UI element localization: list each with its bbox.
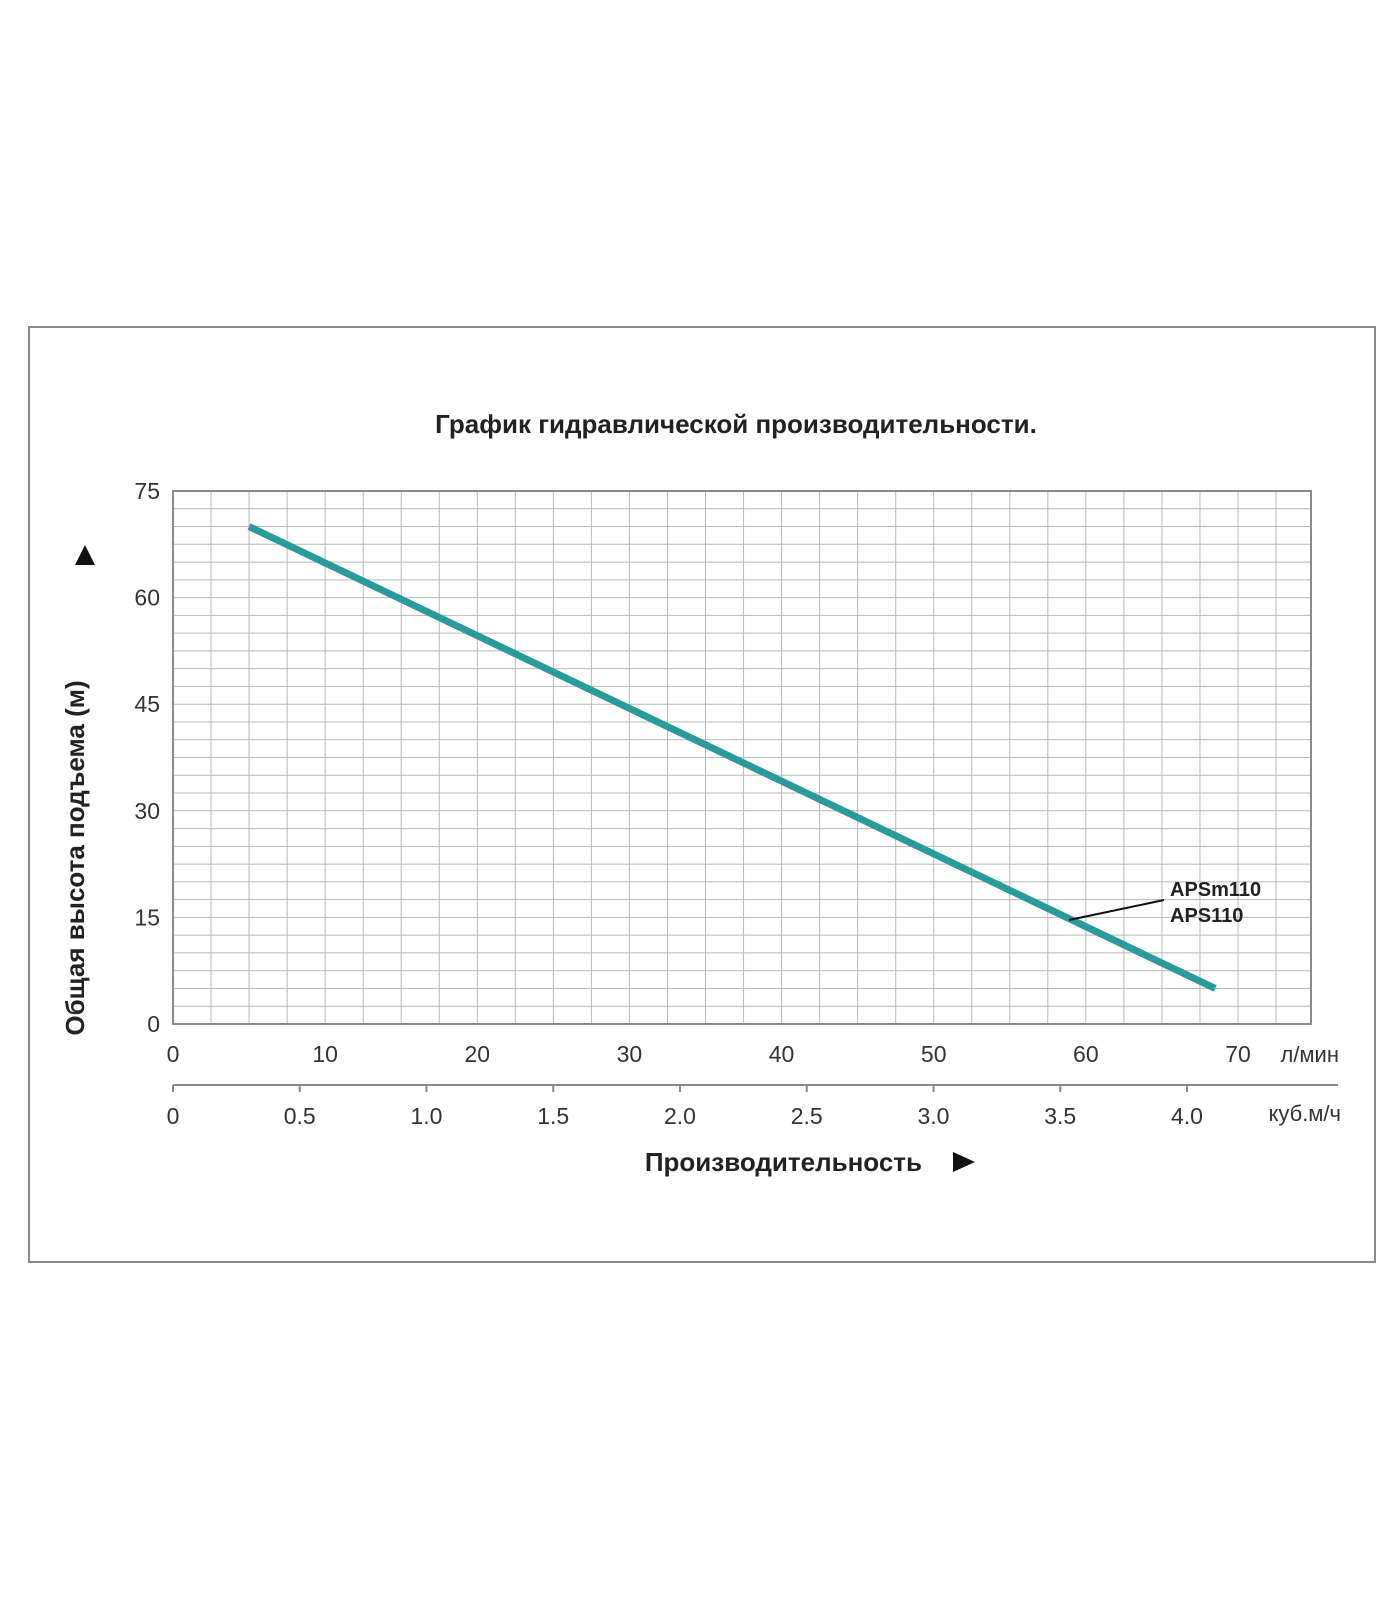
y-tick-label: 30 (134, 798, 160, 824)
x-unit-secondary: куб.м/ч (1268, 1101, 1341, 1126)
x-axis-arrow-icon (953, 1152, 975, 1172)
chart-frame (28, 326, 1376, 1263)
plot-grid (173, 491, 1311, 1024)
x-tick-label-lmin: 70 (1225, 1041, 1251, 1067)
x-tick-label-m3h: 1.0 (411, 1103, 443, 1129)
x-tick-label-m3h: 3.0 (918, 1103, 950, 1129)
x-axis-label: Производительность (645, 1147, 922, 1177)
chart-title: График гидравлической производительности… (435, 409, 1037, 439)
y-axis-ticks: 0 15 30 45 60 75 (134, 478, 160, 1037)
x-tick-label-m3h: 1.5 (537, 1103, 569, 1129)
x-tick-label-m3h: 0.5 (284, 1103, 316, 1129)
y-tick-label: 45 (134, 691, 160, 717)
plot-area (172, 490, 1312, 1025)
x-tick-label-lmin: 50 (921, 1041, 947, 1067)
y-tick-label: 0 (147, 1011, 160, 1037)
x-unit-primary: л/мин (1280, 1042, 1339, 1067)
x-tick-label-m3h: 2.5 (791, 1103, 823, 1129)
legend-label-aps110: APS110 (1170, 905, 1243, 927)
x-tick-label-m3h: 4.0 (1171, 1103, 1203, 1129)
y-tick-label: 75 (134, 478, 160, 504)
x-axis-ticks-lmin: 0 10 20 30 40 50 60 70 (167, 1041, 1251, 1067)
x-tick-label-m3h: 0 (167, 1103, 180, 1129)
legend-label-apsm110: APSm110 (1170, 879, 1261, 901)
x-tick-label-lmin: 0 (167, 1041, 180, 1067)
y-tick-label: 15 (134, 904, 160, 930)
series-line (247, 523, 1217, 992)
x-tick-label-lmin: 60 (1073, 1041, 1099, 1067)
x-tick-label-lmin: 20 (464, 1041, 490, 1067)
x-axis-secondary: 0 0.5 1.0 1.5 2.0 2.5 3.0 3.5 4.0 (167, 1084, 1338, 1129)
x-tick-label-m3h: 2.0 (664, 1103, 696, 1129)
x-tick-label-lmin: 40 (769, 1041, 795, 1067)
legend-leader-line (1068, 899, 1165, 921)
y-tick-label: 60 (134, 585, 160, 611)
x-tick-label-m3h: 3.5 (1044, 1103, 1076, 1129)
y-axis-label: Общая высота подъема (м) (60, 680, 90, 1035)
y-axis-arrow-icon (75, 545, 95, 565)
series-layer (247, 523, 1217, 992)
x-tick-label-lmin: 10 (312, 1041, 338, 1067)
x-tick-label-lmin: 30 (617, 1041, 643, 1067)
